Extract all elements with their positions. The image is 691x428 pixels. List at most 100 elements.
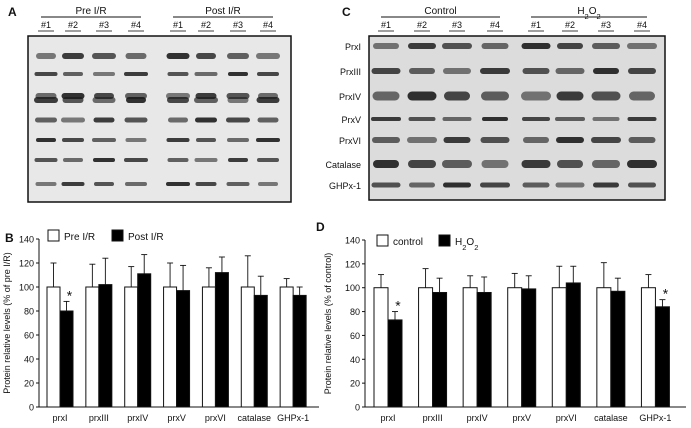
group-label: Post I/R [205,6,241,17]
row-label: PrxIV [339,92,361,102]
protein-band [92,53,116,59]
protein-band [521,91,551,101]
legend-label: Pre I/R [64,232,95,243]
protein-band [627,117,657,121]
x-tick-label: prxIV [127,413,148,423]
lane-label: #4 [263,20,273,30]
y-tick-label: 80 [24,307,34,317]
blot-panel-A: A Pre I/R Post I/R #1 #2 #3 #4 #1 #2 #3 #4 [8,5,292,203]
protein-band [36,138,56,142]
x-tick-label: prxIII [423,413,443,423]
lane-label: #1 [173,20,183,30]
protein-band [124,72,148,76]
protein-band [481,43,509,49]
protein-band [443,182,471,188]
bar [462,287,478,408]
bar [137,273,152,408]
protein-band [408,43,436,49]
protein-band [371,117,401,121]
significance-asterisk: * [395,298,401,314]
y-tick-label: 20 [24,379,34,389]
protein-band [407,91,437,101]
y-axis-label: Protein relative levels (% of pre I/R) [2,252,12,394]
lane-label: #3 [233,20,243,30]
protein-band [226,182,250,186]
group-label: Pre I/R [75,6,106,17]
protein-band [34,97,58,103]
y-tick-label: 0 [29,403,34,413]
protein-band [125,53,147,59]
protein-band [481,160,509,168]
bar [124,286,139,408]
protein-band [373,43,399,49]
protein-band [556,137,584,143]
protein-band [36,53,56,59]
panel-letter: A [8,5,17,19]
y-tick-label: 60 [350,331,360,341]
lane-label: #4 [490,20,500,30]
row-label: PrxVI [339,136,361,146]
protein-band [555,117,585,121]
protein-band [61,182,85,186]
protein-band [61,117,85,123]
significance-asterisk: * [67,287,73,303]
lane-label: #1 [381,20,391,30]
protein-band [555,68,585,74]
protein-band [408,160,436,168]
bar [610,290,626,408]
bar [476,291,492,408]
protein-band [592,43,620,49]
y-tick-label: 100 [19,283,34,293]
row-label: PrxV [341,115,361,125]
protein-band [629,91,655,101]
protein-band [407,137,437,143]
protein-band [35,117,57,123]
bar [418,287,434,408]
legend-label: control [393,237,423,248]
lane-label: #3 [99,20,109,30]
bar [279,286,294,408]
lane-label: #1 [41,20,51,30]
protein-band [194,97,218,103]
bar [596,287,612,408]
legend-swatch [111,229,124,242]
protein-band [256,97,280,103]
x-tick-label: prxI [52,413,67,423]
protein-band [93,117,115,123]
bar [85,286,100,408]
protein-band [93,72,115,76]
panel-letter: B [5,231,14,245]
protein-band [62,97,84,103]
legend-swatch [47,229,60,242]
protein-band [126,97,146,103]
bar [387,319,403,408]
lane-label: #2 [68,20,78,30]
y-tick-label: 80 [350,307,360,317]
protein-band [167,158,189,162]
protein-band [627,43,657,49]
protein-band [167,97,189,103]
protein-band [227,53,249,59]
bar [373,287,389,408]
lane-label: #4 [637,20,647,30]
protein-band [523,137,549,143]
protein-band [480,137,510,143]
protein-band [92,138,116,142]
x-tick-label: prxVI [205,413,226,423]
lane-label: #2 [565,20,575,30]
bar [654,306,670,408]
row-label: PrxI [345,42,361,52]
y-tick-label: 20 [350,379,360,389]
blot-panel-C: C Control H2O2 #1 #2 #3 #4 #1 #2 #3 #4 PrxI PrxIII Pr… [325,5,666,201]
protein-band [593,182,619,188]
protein-band [194,72,218,76]
bar [640,287,656,408]
y-tick-label: 140 [345,236,360,246]
x-tick-label: prxV [512,413,531,423]
bar [521,288,537,408]
lane-label: #3 [452,20,462,30]
bar [163,286,178,408]
protein-band [628,137,656,143]
protein-band [372,91,400,101]
